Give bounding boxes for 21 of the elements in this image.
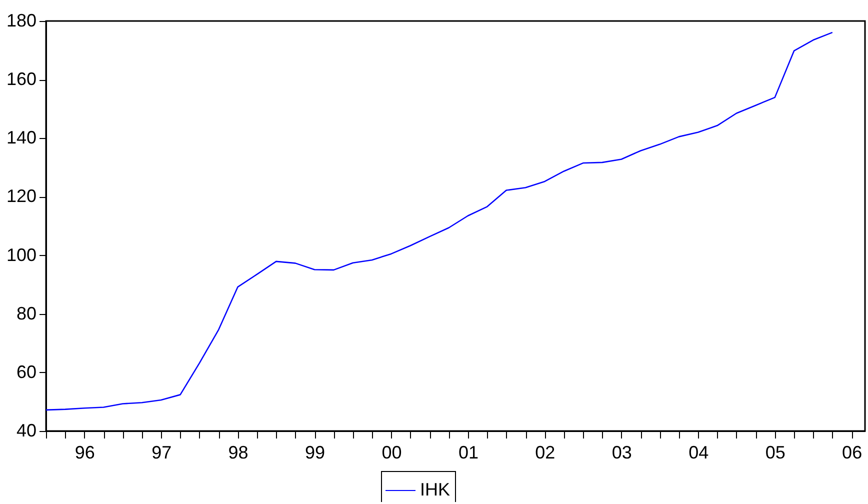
y-tick-label: 80 bbox=[16, 303, 36, 324]
legend-label: IHK bbox=[420, 480, 450, 500]
y-tick-label: 180 bbox=[6, 10, 36, 30]
x-tick-label: 02 bbox=[535, 442, 556, 462]
y-tick-label: 60 bbox=[16, 362, 36, 382]
x-tick-label: 06 bbox=[842, 442, 862, 462]
y-tick-label: 160 bbox=[6, 69, 36, 90]
x-tick-label: 05 bbox=[765, 442, 786, 462]
x-tick-label: 96 bbox=[74, 442, 95, 462]
x-tick-label: 98 bbox=[228, 442, 248, 462]
y-tick-label: 120 bbox=[6, 186, 36, 206]
y-tick-label: 140 bbox=[6, 128, 36, 148]
x-tick-label: 00 bbox=[382, 442, 402, 462]
line-series bbox=[45, 32, 834, 411]
x-tick-label: 03 bbox=[612, 442, 632, 462]
y-tick-label: 40 bbox=[16, 420, 36, 440]
x-tick-label: 99 bbox=[305, 442, 326, 462]
x-tick-label: 04 bbox=[688, 442, 709, 462]
x-tick-label: 97 bbox=[152, 442, 172, 462]
x-tick-label: 01 bbox=[458, 442, 478, 462]
y-tick-label: 100 bbox=[6, 244, 36, 265]
